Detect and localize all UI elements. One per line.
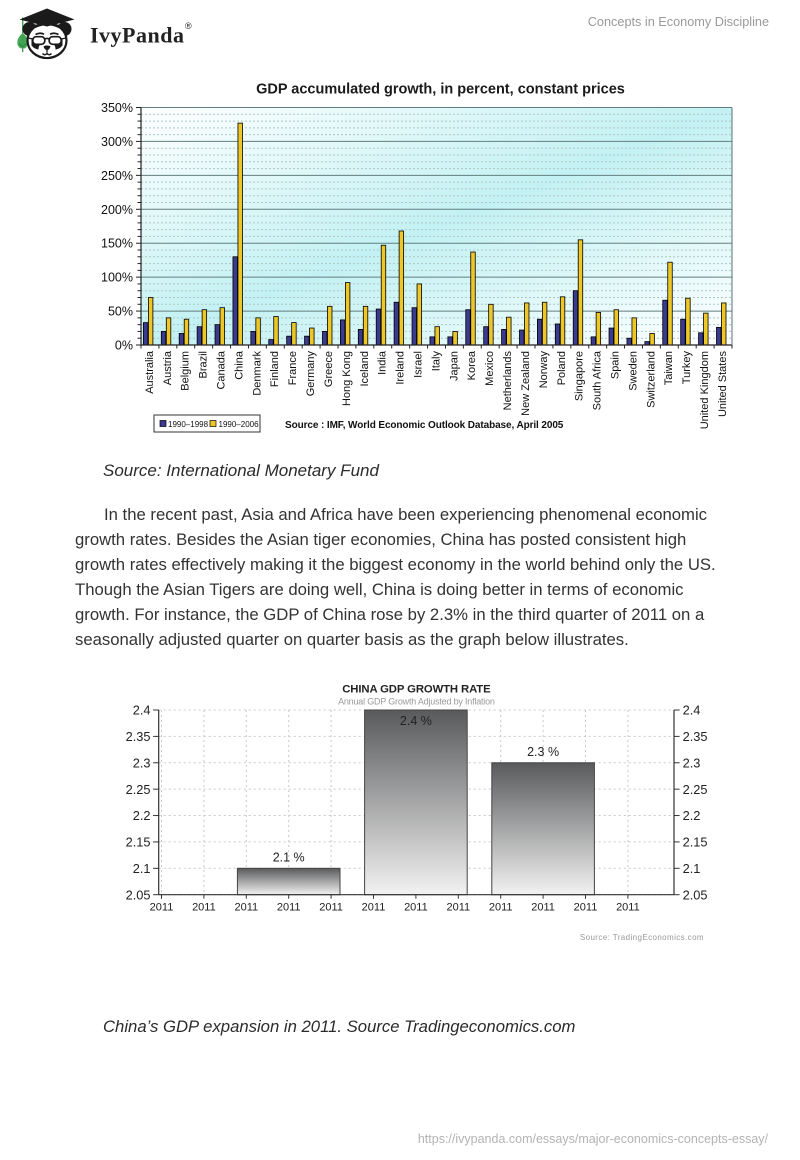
svg-text:2.2: 2.2 <box>133 808 151 823</box>
svg-text:Belgium: Belgium <box>180 351 192 391</box>
svg-text:Germany: Germany <box>305 351 317 397</box>
svg-text:United Kingdom: United Kingdom <box>699 351 711 429</box>
svg-text:Singapore: Singapore <box>574 351 586 401</box>
svg-text:2.05: 2.05 <box>126 887 151 902</box>
svg-text:2.3: 2.3 <box>683 755 701 770</box>
svg-text:Greece: Greece <box>323 351 335 387</box>
svg-text:2.4 %: 2.4 % <box>400 714 432 728</box>
svg-text:2.35: 2.35 <box>126 729 151 744</box>
svg-text:2.3 %: 2.3 % <box>527 745 559 759</box>
svg-text:2.35: 2.35 <box>683 729 708 744</box>
svg-text:1990–1998: 1990–1998 <box>168 420 209 429</box>
svg-text:Switzerland: Switzerland <box>645 351 657 408</box>
svg-text:Israel: Israel <box>412 351 424 378</box>
svg-text:2011: 2011 <box>574 902 598 914</box>
svg-text:®: ® <box>185 21 192 31</box>
svg-text:Australia: Australia <box>144 350 156 394</box>
svg-text:Japan: Japan <box>448 351 460 381</box>
svg-text:Brazil: Brazil <box>198 351 210 379</box>
svg-text:Mexico: Mexico <box>484 351 496 386</box>
svg-text:2.15: 2.15 <box>683 835 708 850</box>
svg-text:Spain: Spain <box>609 351 621 379</box>
svg-text:2.1 %: 2.1 % <box>273 850 305 864</box>
svg-text:China: China <box>233 350 245 380</box>
svg-text:2011: 2011 <box>234 902 258 914</box>
svg-text:2.15: 2.15 <box>126 835 151 850</box>
svg-text:1990–2006: 1990–2006 <box>219 420 260 429</box>
svg-text:2011: 2011 <box>362 902 386 914</box>
svg-text:Hong Kong: Hong Kong <box>341 351 353 406</box>
svg-text:2011: 2011 <box>404 902 428 914</box>
svg-text:2011: 2011 <box>150 902 174 914</box>
svg-text:2011: 2011 <box>531 902 555 914</box>
svg-text:2011: 2011 <box>489 902 513 914</box>
svg-text:Canada: Canada <box>215 350 227 389</box>
svg-text:300%: 300% <box>101 135 133 149</box>
svg-text:2.4: 2.4 <box>133 703 151 718</box>
svg-text:2.25: 2.25 <box>683 782 708 797</box>
svg-text:South Africa: South Africa <box>592 350 604 410</box>
svg-text:Norway: Norway <box>538 351 550 389</box>
svg-text:2011: 2011 <box>319 902 343 914</box>
svg-text:2.4: 2.4 <box>683 703 701 718</box>
svg-text:200%: 200% <box>101 203 133 217</box>
svg-text:0%: 0% <box>115 339 133 353</box>
svg-text:Finland: Finland <box>269 351 281 387</box>
svg-text:Iceland: Iceland <box>359 351 371 386</box>
svg-text:2.1: 2.1 <box>683 861 701 876</box>
svg-text:100%: 100% <box>101 271 133 285</box>
svg-text:Sweden: Sweden <box>627 351 639 391</box>
svg-text:IvyPanda: IvyPanda <box>90 23 184 48</box>
svg-text:Source: TradingEconomics.com: Source: TradingEconomics.com <box>580 933 704 942</box>
svg-text:New Zealand: New Zealand <box>520 351 532 416</box>
svg-text:India: India <box>377 350 389 375</box>
svg-text:Netherlands: Netherlands <box>502 351 514 411</box>
svg-text:Turkey: Turkey <box>681 351 693 385</box>
svg-text:France: France <box>287 351 299 385</box>
svg-text:2011: 2011 <box>192 902 216 914</box>
svg-text:Ireland: Ireland <box>395 351 407 385</box>
svg-text:United States: United States <box>717 351 729 418</box>
svg-text:2.1: 2.1 <box>133 861 151 876</box>
svg-text:2.3: 2.3 <box>133 755 151 770</box>
svg-text:2011: 2011 <box>616 902 640 914</box>
svg-text:250%: 250% <box>101 169 133 183</box>
svg-text:2011: 2011 <box>446 902 470 914</box>
svg-text:Annual GDP Growth Adjusted by: Annual GDP Growth Adjusted by Inflation <box>338 697 495 707</box>
svg-text:2.05: 2.05 <box>683 887 708 902</box>
svg-text:Poland: Poland <box>556 351 568 385</box>
svg-text:350%: 350% <box>101 101 133 115</box>
svg-text:Austria: Austria <box>162 350 174 385</box>
svg-text:Denmark: Denmark <box>251 351 263 396</box>
svg-text:2.2: 2.2 <box>683 808 701 823</box>
svg-text:Taiwan: Taiwan <box>663 351 675 385</box>
svg-text:GDP accumulated growth, in per: GDP accumulated growth, in percent, cons… <box>256 82 625 98</box>
svg-text:CHINA GDP GROWTH RATE: CHINA GDP GROWTH RATE <box>342 684 491 696</box>
svg-text:Korea: Korea <box>466 350 478 380</box>
svg-text:150%: 150% <box>101 237 133 251</box>
svg-text:2.25: 2.25 <box>126 782 151 797</box>
svg-text:Italy: Italy <box>430 351 442 372</box>
svg-text:50%: 50% <box>108 305 133 319</box>
svg-text:Source : IMF, World Economic O: Source : IMF, World Economic Outlook Dat… <box>285 420 564 431</box>
svg-text:2011: 2011 <box>277 902 301 914</box>
